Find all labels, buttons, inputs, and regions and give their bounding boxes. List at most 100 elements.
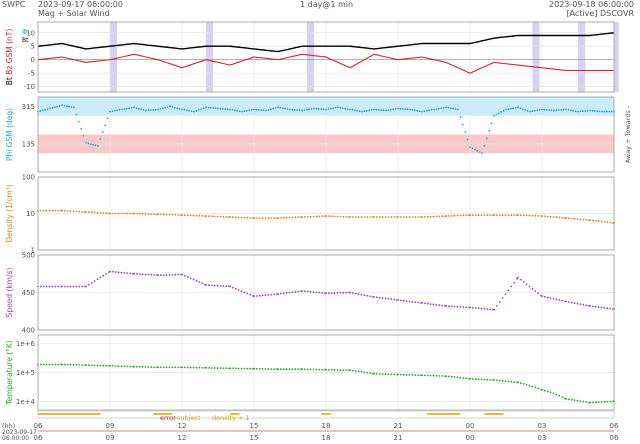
speed-point bbox=[256, 295, 258, 297]
phi-point bbox=[250, 109, 253, 111]
temperature-point bbox=[397, 373, 399, 376]
phi-point bbox=[267, 109, 270, 111]
x-tick-bottom-2: 12 bbox=[178, 434, 187, 442]
temperature-point bbox=[603, 400, 606, 403]
speed-point bbox=[157, 274, 159, 277]
speed-point bbox=[534, 290, 537, 292]
speed-point bbox=[504, 293, 507, 296]
temperature-point bbox=[40, 363, 42, 366]
phi-point bbox=[231, 109, 234, 111]
temperature-point bbox=[448, 375, 450, 378]
phi-point bbox=[445, 106, 447, 109]
speed-point bbox=[465, 306, 468, 309]
density-point bbox=[321, 215, 324, 218]
phi-point bbox=[207, 106, 210, 109]
speed-point bbox=[85, 285, 87, 288]
density-point bbox=[349, 216, 351, 218]
speed-point bbox=[126, 272, 129, 274]
temperature-point bbox=[504, 380, 507, 382]
phi-point bbox=[106, 117, 109, 120]
density-point bbox=[597, 220, 600, 223]
speed-point bbox=[493, 308, 495, 311]
density-point bbox=[531, 214, 534, 217]
density-point bbox=[285, 216, 288, 219]
phi-point bbox=[243, 110, 246, 113]
temperature-point bbox=[114, 365, 117, 367]
speed-point bbox=[240, 290, 243, 293]
speed-point bbox=[330, 292, 333, 294]
panel-frame-phi bbox=[37, 96, 615, 173]
density-point bbox=[304, 216, 306, 218]
speed-point bbox=[496, 305, 498, 307]
speed-point bbox=[78, 285, 81, 288]
phi-point bbox=[485, 137, 488, 140]
phi-point bbox=[166, 106, 169, 108]
density-point bbox=[469, 214, 471, 217]
density-point bbox=[465, 214, 468, 217]
speed-point bbox=[301, 290, 303, 292]
phi-point bbox=[421, 110, 423, 113]
phi-point bbox=[404, 108, 407, 110]
temperature-point bbox=[237, 367, 240, 370]
temperature-point bbox=[141, 366, 144, 368]
phi-point bbox=[565, 108, 567, 111]
temperature-point bbox=[88, 364, 90, 367]
density-point bbox=[576, 218, 579, 221]
speed-point bbox=[153, 274, 156, 276]
temperature-point bbox=[120, 365, 123, 368]
phi-point bbox=[169, 105, 171, 108]
speed-point bbox=[438, 304, 441, 307]
phi-point bbox=[70, 106, 73, 108]
temperature-point bbox=[330, 368, 333, 371]
density-point bbox=[432, 215, 435, 218]
density-point bbox=[435, 215, 438, 218]
temperature-point bbox=[561, 396, 564, 398]
density-point bbox=[288, 216, 291, 219]
speed-point bbox=[472, 306, 474, 309]
speed-point bbox=[192, 278, 195, 281]
temperature-point bbox=[459, 376, 462, 379]
phi-point bbox=[272, 107, 275, 110]
density-point bbox=[96, 211, 99, 214]
temperature-point bbox=[144, 366, 147, 368]
density-point bbox=[414, 216, 417, 218]
phi-point bbox=[200, 108, 203, 110]
density-point bbox=[393, 216, 396, 218]
phi-point bbox=[58, 105, 61, 107]
density-point bbox=[186, 214, 189, 217]
speed-point bbox=[531, 287, 534, 290]
temperature-point bbox=[123, 365, 126, 368]
density-point bbox=[256, 217, 258, 220]
temperature-point bbox=[537, 387, 540, 390]
density-point bbox=[594, 220, 597, 222]
speed-point bbox=[336, 292, 339, 294]
speed-point bbox=[390, 298, 393, 301]
speed-point bbox=[114, 271, 117, 273]
speed-point bbox=[40, 285, 42, 288]
density-point bbox=[448, 215, 450, 217]
phi-point bbox=[368, 109, 371, 112]
phi-point bbox=[173, 106, 176, 109]
speed-point bbox=[189, 277, 192, 280]
density-point bbox=[411, 216, 414, 218]
phi-point bbox=[82, 134, 85, 137]
temperature-point bbox=[112, 365, 114, 367]
density-point bbox=[528, 214, 531, 217]
phi-point bbox=[461, 123, 464, 126]
density-point bbox=[363, 216, 366, 218]
x-tick-top-4: 18 bbox=[322, 422, 331, 430]
temperature-point bbox=[309, 368, 312, 371]
phi-point bbox=[159, 108, 162, 110]
phi-point bbox=[145, 109, 147, 112]
speed-point bbox=[253, 295, 255, 298]
density-point bbox=[573, 217, 576, 220]
temperature-point bbox=[517, 381, 519, 384]
temperature-point bbox=[426, 374, 429, 377]
phi-point bbox=[197, 109, 200, 111]
temperature-point bbox=[606, 400, 609, 403]
temperature-point bbox=[438, 375, 441, 377]
phi-point bbox=[320, 108, 323, 110]
temperature-point bbox=[462, 377, 465, 379]
temperature-point bbox=[219, 367, 222, 369]
density-point bbox=[246, 216, 249, 219]
